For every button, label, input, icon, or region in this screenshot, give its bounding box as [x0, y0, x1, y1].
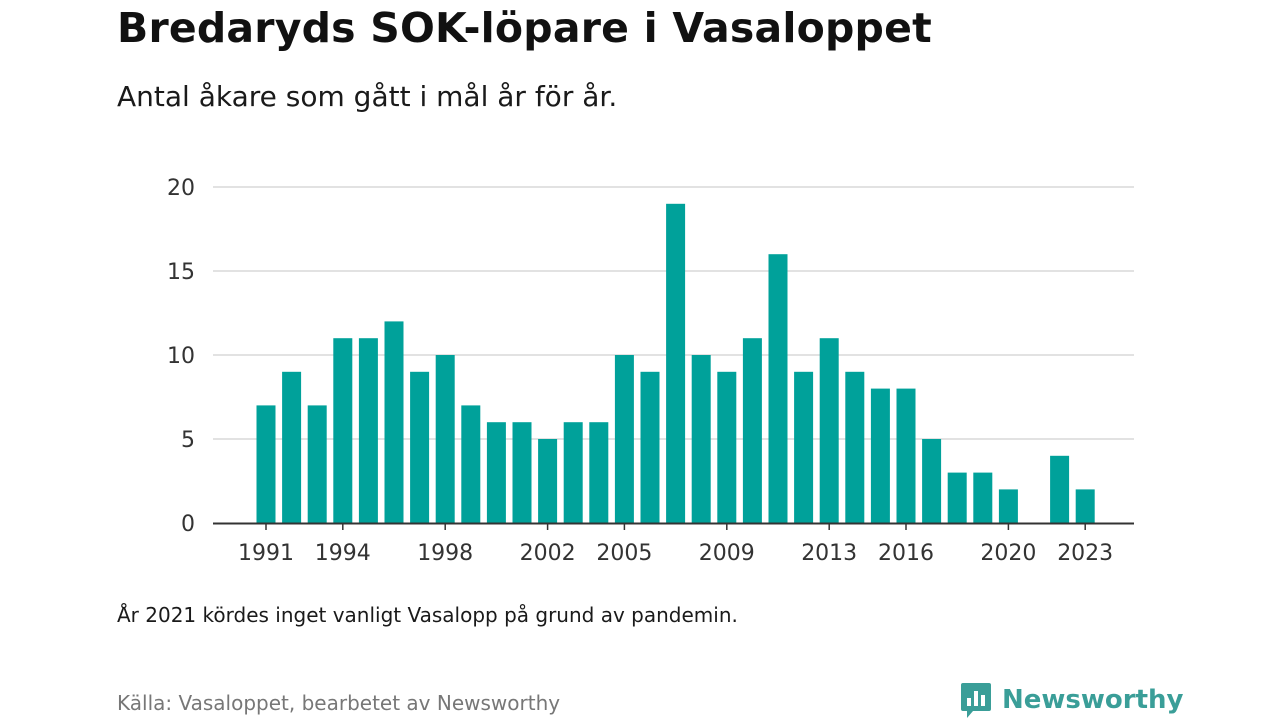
bar-2014 — [845, 371, 865, 523]
bar-1999 — [461, 405, 481, 523]
bar-2001 — [512, 422, 532, 523]
bar-2007 — [666, 203, 686, 524]
bar-1995 — [358, 338, 378, 523]
x-tick-label: 1998 — [417, 541, 473, 566]
bar-2005 — [614, 355, 634, 523]
bar-1992 — [282, 371, 302, 523]
x-tick-label: 2013 — [801, 541, 857, 566]
bar-2011 — [768, 254, 788, 523]
chart-subtitle: Antal åkare som gått i mål år för år. — [117, 80, 618, 113]
bar-2017 — [922, 439, 942, 523]
bar-2013 — [819, 338, 839, 523]
x-tick-label: 2005 — [596, 541, 652, 566]
bar-1996 — [384, 321, 404, 523]
bar-1991 — [256, 405, 276, 523]
y-axis-ticks: 0 5 10 15 20 — [167, 176, 195, 537]
bar-2020 — [998, 489, 1018, 523]
bar-1993 — [307, 405, 327, 523]
bar-1998 — [435, 355, 455, 523]
x-tick-label: 2016 — [878, 541, 934, 566]
bar-2018 — [947, 472, 967, 523]
bar-2023 — [1075, 489, 1095, 523]
bar-2000 — [486, 422, 506, 523]
x-axis-ticks: 1991 1994 1998 2002 2005 2009 2013 2016 2020 2023 — [238, 523, 1113, 566]
y-tick-label: 10 — [167, 344, 195, 369]
brand-name: Newsworthy — [1002, 685, 1184, 715]
x-tick-label: 1991 — [238, 541, 294, 566]
source-text: Källa: Vasaloppet, bearbetet av Newswort… — [117, 691, 561, 715]
bar-2022 — [1050, 455, 1070, 523]
x-tick-label: 1994 — [315, 541, 371, 566]
chart-title: Bredaryds SOK-löpare i Vasaloppet — [117, 4, 932, 52]
bar-2004 — [589, 422, 609, 523]
x-tick-label: 2023 — [1057, 541, 1113, 566]
bar-1994 — [333, 338, 353, 523]
bar-2002 — [538, 439, 558, 523]
bar-2008 — [691, 355, 711, 523]
y-tick-label: 20 — [167, 176, 195, 201]
x-tick-label: 2020 — [980, 541, 1036, 566]
bar-2012 — [794, 371, 814, 523]
chart-note: År 2021 kördes inget vanligt Vasalopp på… — [117, 603, 738, 627]
bar-1997 — [410, 371, 430, 523]
x-tick-label: 2002 — [520, 541, 576, 566]
bars — [256, 203, 1095, 524]
bar-2015 — [870, 388, 890, 523]
y-tick-label: 15 — [167, 260, 195, 285]
bar-2003 — [563, 422, 583, 523]
x-tick-label: 2009 — [699, 541, 755, 566]
bar-2009 — [717, 371, 737, 523]
y-tick-label: 5 — [181, 428, 195, 453]
y-tick-label: 0 — [181, 512, 195, 537]
newsworthy-logo-icon — [961, 683, 991, 718]
brand-logo: Newsworthy — [960, 680, 1183, 720]
bar-2019 — [973, 472, 993, 523]
bar-2016 — [896, 388, 916, 523]
bar-2006 — [640, 371, 660, 523]
bar-2010 — [742, 338, 762, 523]
